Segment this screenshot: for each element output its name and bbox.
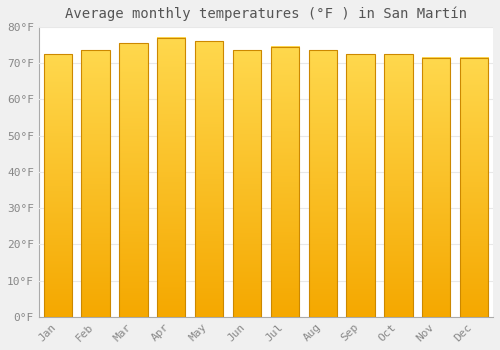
Bar xyxy=(346,54,375,317)
Bar xyxy=(233,50,261,317)
Bar xyxy=(157,38,186,317)
Bar xyxy=(82,50,110,317)
Bar xyxy=(308,50,337,317)
Bar xyxy=(119,43,148,317)
Title: Average monthly temperatures (°F ) in San Martín: Average monthly temperatures (°F ) in Sa… xyxy=(65,7,467,21)
Bar xyxy=(44,54,72,317)
Bar xyxy=(460,58,488,317)
Bar xyxy=(270,47,299,317)
Bar xyxy=(384,54,412,317)
Bar xyxy=(422,58,450,317)
Bar xyxy=(195,41,224,317)
